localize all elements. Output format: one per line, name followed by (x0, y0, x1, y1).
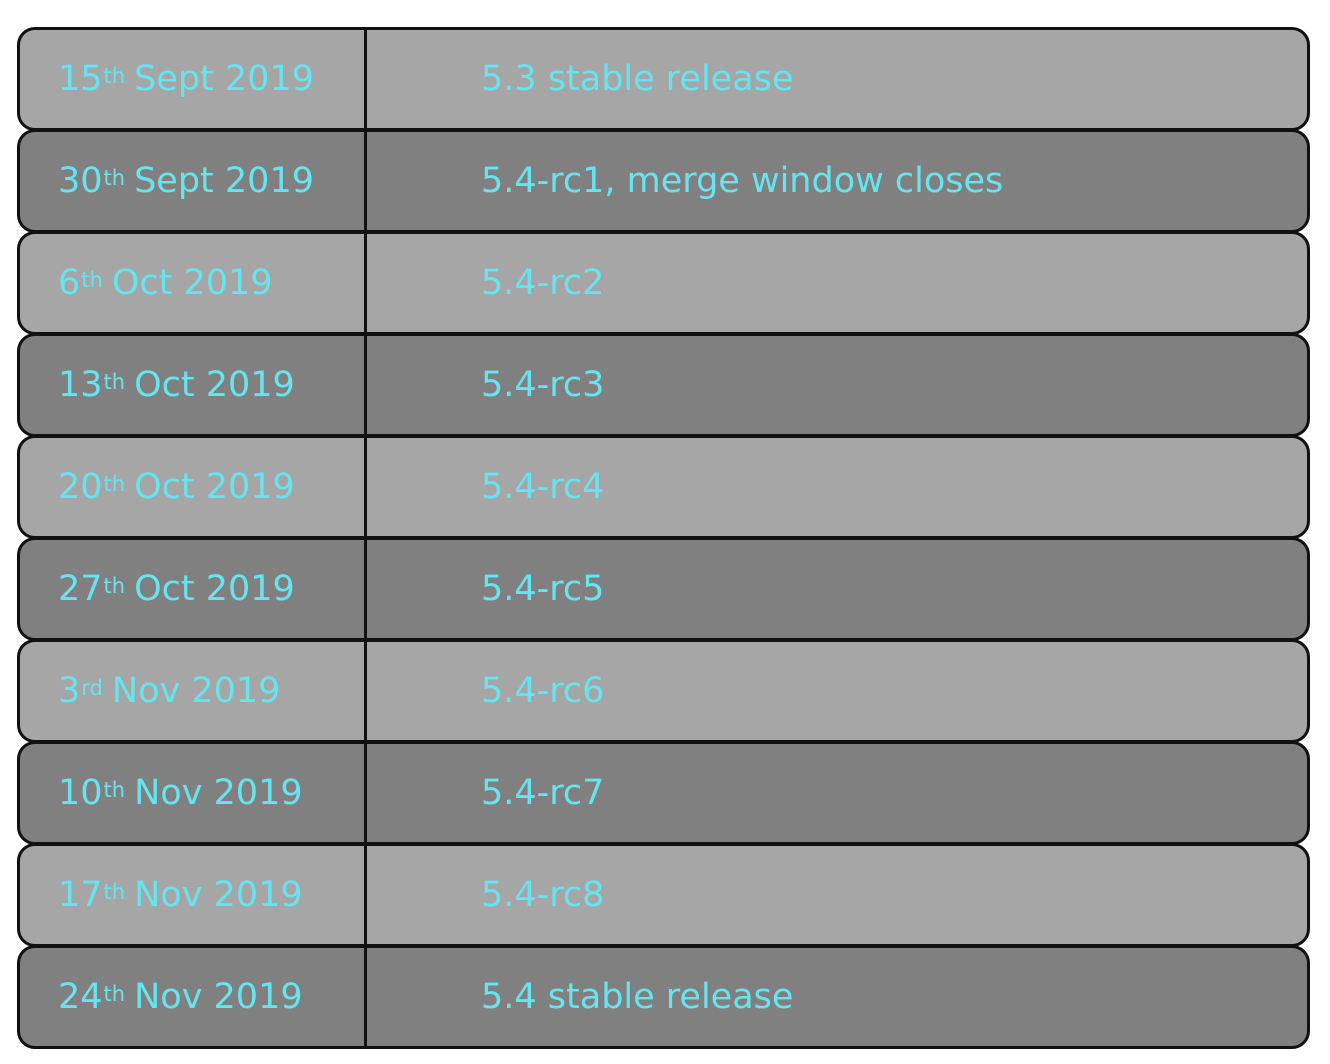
column-divider (364, 948, 367, 1046)
date-month-year: Sept 2019 (134, 161, 314, 201)
release-event: 5.4-rc6 (481, 671, 605, 711)
column-divider (364, 744, 367, 842)
date-month-year: Nov 2019 (111, 671, 281, 711)
date-ordinal-suffix: th (103, 370, 126, 394)
date-day: 15 (58, 59, 103, 99)
date-month-year: Nov 2019 (134, 875, 303, 915)
date-ordinal-suffix: th (103, 982, 126, 1006)
release-event: 5.4-rc2 (481, 263, 605, 303)
date-ordinal-suffix: th (103, 166, 126, 190)
date-ordinal-suffix: th (103, 880, 126, 904)
date-day: 10 (58, 773, 103, 813)
release-event: 5.3 stable release (481, 59, 794, 99)
date-day: 24 (58, 977, 103, 1017)
column-divider (364, 642, 367, 740)
release-event: 5.4-rc7 (481, 773, 605, 813)
release-event: 5.4-rc8 (481, 875, 605, 915)
release-event: 5.4-rc1, merge window closes (481, 161, 1004, 201)
date-month-year: Oct 2019 (134, 467, 295, 507)
date-month-year: Sept 2019 (134, 59, 314, 99)
column-divider (364, 540, 367, 638)
date-month-year: Nov 2019 (134, 773, 303, 813)
date-month-year: Oct 2019 (134, 365, 295, 405)
date-month-year: Oct 2019 (111, 263, 273, 303)
date-day: 13 (58, 365, 103, 405)
date-day: 20 (58, 467, 103, 507)
release-event: 5.4 stable release (481, 977, 794, 1017)
date-month-year: Oct 2019 (134, 569, 295, 609)
date-day: 3 (58, 671, 81, 711)
column-divider (364, 336, 367, 434)
column-divider (364, 438, 367, 536)
date-day: 6 (58, 263, 81, 303)
date-day: 27 (58, 569, 103, 609)
release-event: 5.4-rc3 (481, 365, 605, 405)
date-ordinal-suffix: th (103, 778, 126, 802)
column-divider (364, 132, 367, 230)
date-ordinal-suffix: th (81, 268, 103, 292)
date-ordinal-suffix: th (103, 472, 126, 496)
column-divider (364, 234, 367, 332)
date-day: 17 (58, 875, 103, 915)
date-month-year: Nov 2019 (134, 977, 303, 1017)
column-divider (364, 846, 367, 944)
column-divider (364, 30, 367, 128)
date-ordinal-suffix: th (103, 574, 126, 598)
date-ordinal-suffix: rd (81, 676, 103, 700)
date-ordinal-suffix: th (103, 64, 126, 88)
release-event: 5.4-rc4 (481, 467, 605, 507)
date-day: 30 (58, 161, 103, 201)
release-event: 5.4-rc5 (481, 569, 605, 609)
